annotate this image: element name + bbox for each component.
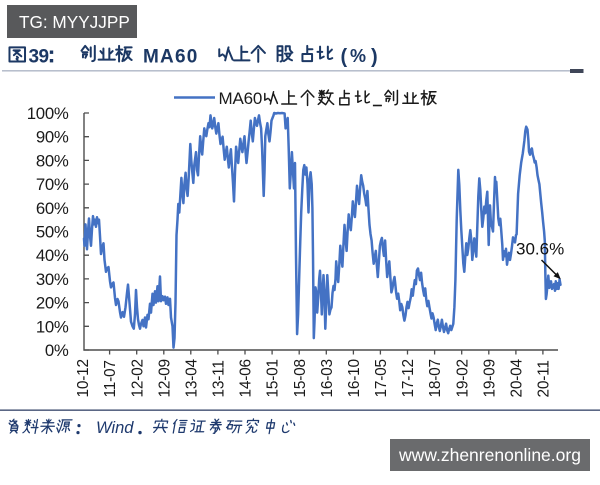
svg-text:13-11: 13-11 — [211, 360, 228, 397]
svg-text:80%: 80% — [36, 151, 69, 170]
svg-text:70%: 70% — [36, 175, 69, 194]
svg-text:30%: 30% — [36, 270, 69, 289]
svg-text:TG: MYYJJPP: TG: MYYJJPP — [19, 12, 130, 32]
svg-text:16-10: 16-10 — [346, 359, 363, 397]
svg-text:MA60: MA60 — [219, 89, 263, 108]
svg-text:17-05: 17-05 — [373, 359, 390, 397]
svg-text:17-12: 17-12 — [400, 359, 417, 397]
svg-text:15-08: 15-08 — [292, 359, 309, 397]
svg-text:Wind: Wind — [96, 419, 134, 437]
svg-text:11-07: 11-07 — [102, 360, 119, 397]
svg-text:(: ( — [341, 46, 348, 68]
svg-text:15-01: 15-01 — [265, 359, 282, 397]
svg-text:30.6%: 30.6% — [516, 240, 564, 259]
svg-text:10-12: 10-12 — [75, 359, 92, 397]
svg-text:19-02: 19-02 — [454, 359, 471, 397]
svg-text:20-11: 20-11 — [536, 360, 553, 397]
svg-text:20%: 20% — [36, 294, 69, 313]
svg-text:14-06: 14-06 — [238, 359, 255, 397]
svg-text:13-04: 13-04 — [183, 358, 200, 397]
svg-text:90%: 90% — [36, 128, 69, 147]
svg-text:19-09: 19-09 — [481, 359, 498, 397]
svg-text:50%: 50% — [36, 223, 69, 242]
svg-text:60%: 60% — [36, 199, 69, 218]
svg-text:100%: 100% — [27, 104, 69, 123]
svg-text:16-03: 16-03 — [319, 359, 336, 397]
svg-text:MA60: MA60 — [143, 47, 198, 68]
svg-text:39: 39 — [29, 47, 49, 68]
svg-text:20-04: 20-04 — [509, 358, 526, 397]
svg-text:12-09: 12-09 — [156, 359, 173, 397]
svg-text:www.zhenrenonline.org: www.zhenrenonline.org — [398, 445, 581, 465]
svg-text:18-07: 18-07 — [427, 359, 444, 397]
svg-text:10%: 10% — [36, 317, 69, 336]
svg-text:40%: 40% — [36, 246, 69, 265]
svg-text:): ) — [371, 46, 378, 68]
svg-text:%: % — [350, 46, 366, 66]
svg-text:12-02: 12-02 — [129, 359, 146, 397]
svg-text:0%: 0% — [45, 341, 69, 360]
